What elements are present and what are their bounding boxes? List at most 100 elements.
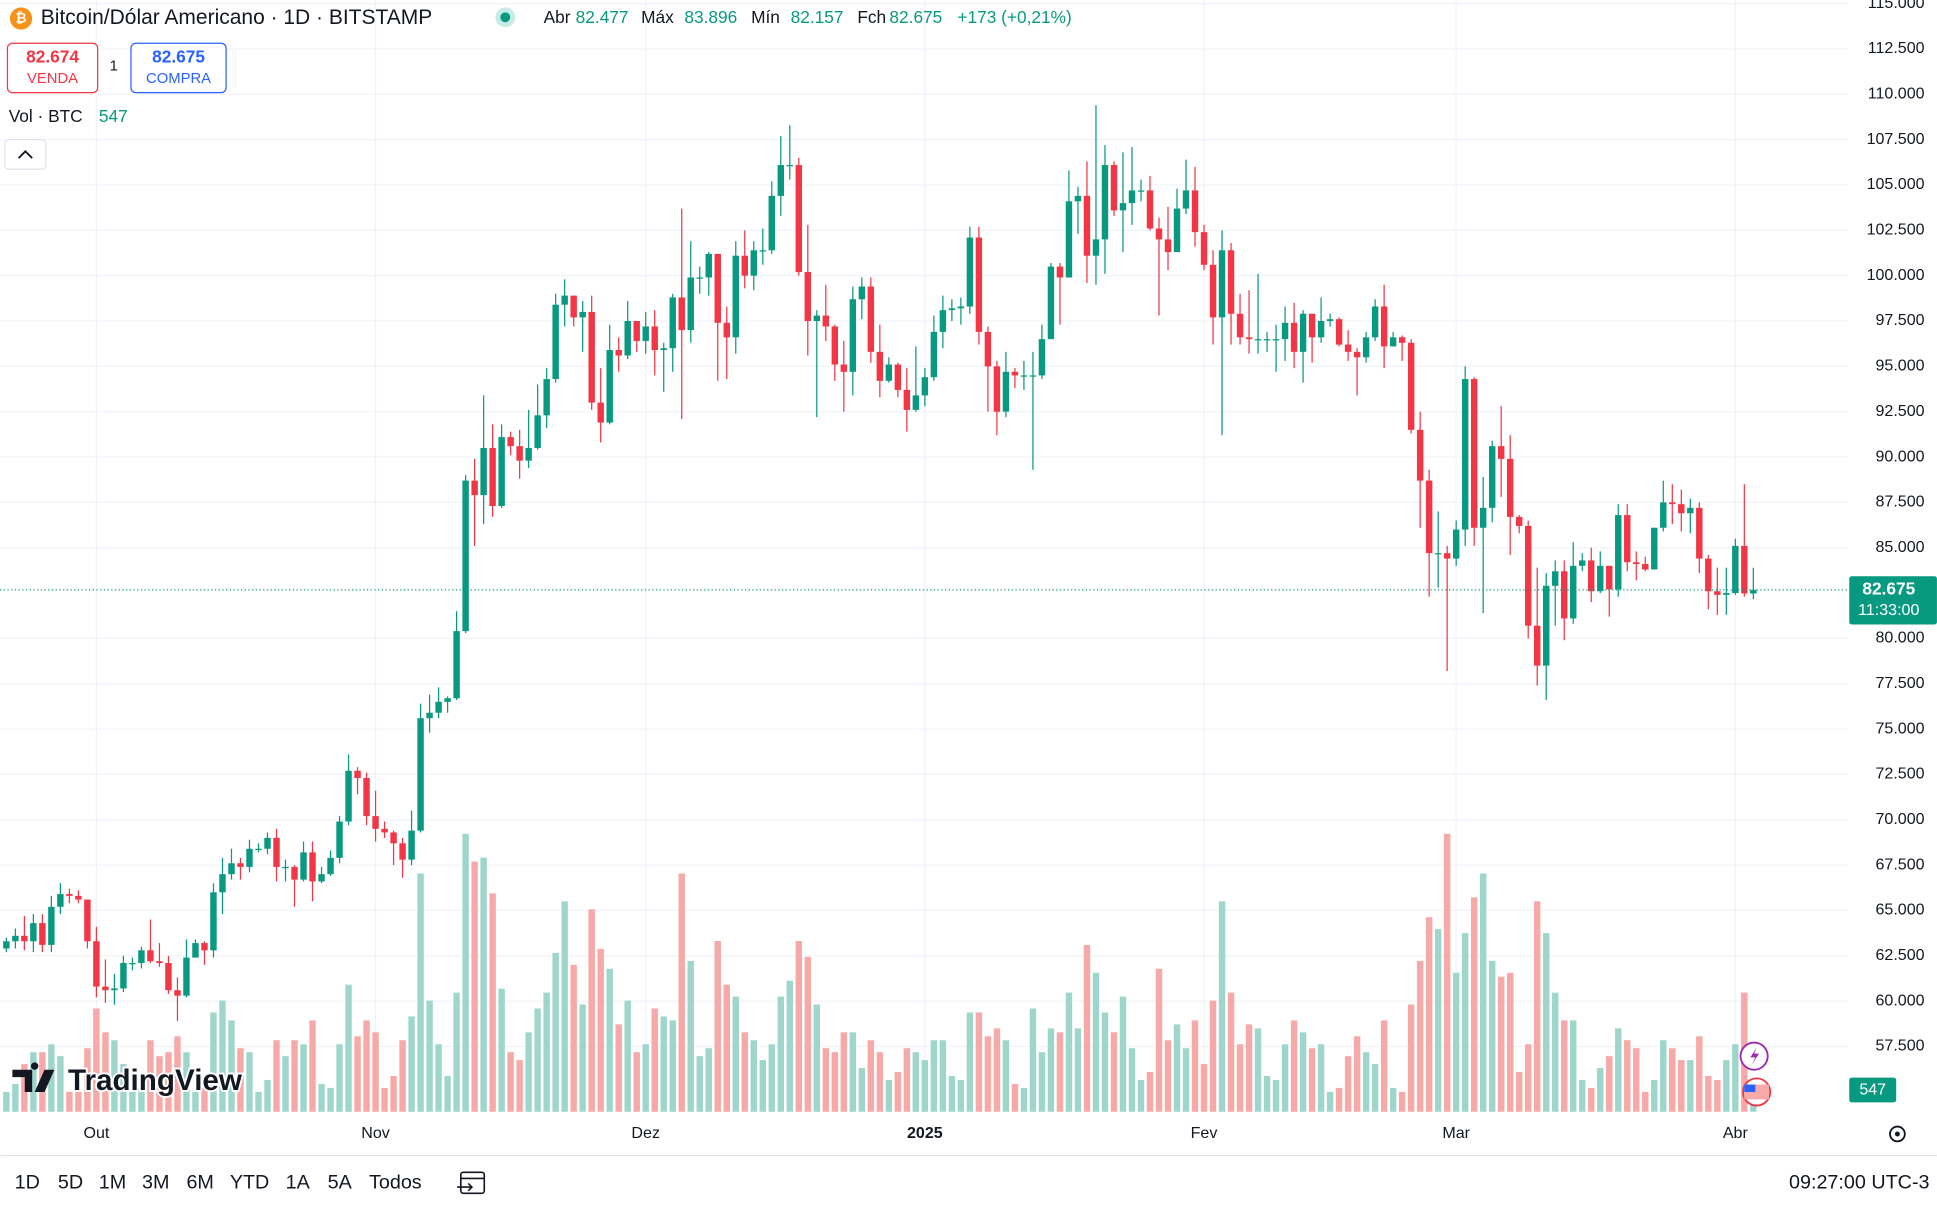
price-tag-price: 82.675 bbox=[1862, 578, 1915, 598]
volume-bar bbox=[642, 1044, 649, 1112]
x-tick-label: Nov bbox=[361, 1124, 390, 1142]
range-button[interactable]: 6M bbox=[186, 1172, 213, 1194]
volume-bar bbox=[417, 873, 424, 1112]
volume-bar bbox=[1101, 1012, 1109, 1112]
buy-price: 82.675 bbox=[152, 47, 205, 67]
candle-body bbox=[165, 963, 172, 991]
buy-button[interactable] bbox=[130, 42, 227, 94]
volume-bar bbox=[1074, 1028, 1082, 1112]
candle-body bbox=[1606, 565, 1613, 590]
range-button[interactable]: Todos bbox=[369, 1172, 422, 1194]
volume-bar bbox=[624, 1000, 631, 1112]
y-tick-label: 67.500 bbox=[1876, 855, 1925, 873]
candle-body bbox=[894, 364, 902, 390]
candle-body bbox=[1398, 337, 1406, 343]
candle-body bbox=[777, 165, 785, 196]
candle-body bbox=[642, 326, 649, 341]
symbol-icon-glyph: ₿ bbox=[16, 11, 27, 26]
y-tick-label: 87.500 bbox=[1876, 493, 1925, 511]
volume-bar bbox=[129, 1091, 136, 1112]
symbol-title[interactable]: Bitcoin/Dólar Americano · 1D · BITSTAMP bbox=[41, 6, 432, 29]
volume-bar bbox=[3, 1091, 10, 1112]
volume-bar bbox=[1353, 1036, 1361, 1112]
volume-bar bbox=[1155, 968, 1163, 1112]
volume-bar bbox=[633, 1052, 640, 1112]
volume-bar bbox=[1434, 929, 1442, 1112]
y-tick-label: 105.000 bbox=[1867, 175, 1925, 193]
volume-bar bbox=[759, 1060, 766, 1112]
candle-body bbox=[1570, 565, 1577, 619]
candle-body bbox=[1633, 562, 1640, 565]
candle-body bbox=[345, 770, 352, 822]
candle-body bbox=[435, 701, 442, 713]
candle-body bbox=[1119, 203, 1127, 211]
candle-body bbox=[984, 331, 992, 367]
volume-bar bbox=[1308, 1048, 1316, 1112]
range-button[interactable]: 5A bbox=[328, 1172, 353, 1194]
volume-bar bbox=[984, 1036, 992, 1112]
candle-body bbox=[1002, 371, 1010, 412]
y-tick-label: 107.500 bbox=[1867, 130, 1925, 148]
candle-body bbox=[39, 923, 46, 945]
candle-body bbox=[1101, 165, 1109, 240]
y-tick-label: 95.000 bbox=[1876, 357, 1925, 375]
candle-body bbox=[1651, 527, 1658, 570]
volume-bar bbox=[1272, 1079, 1280, 1112]
candle-body bbox=[264, 837, 271, 849]
date-range-icon[interactable] bbox=[457, 1171, 486, 1195]
candle-body bbox=[1209, 264, 1217, 318]
candle-body bbox=[219, 874, 226, 893]
candle-body bbox=[696, 277, 703, 279]
candle-body bbox=[678, 297, 685, 331]
volume-bar bbox=[1669, 1048, 1676, 1112]
candle-body bbox=[147, 950, 154, 962]
volume-pane bbox=[3, 833, 1757, 1112]
volume-bar bbox=[1380, 1020, 1388, 1112]
candle-body bbox=[363, 778, 370, 817]
volume-bar bbox=[1200, 1064, 1208, 1112]
candle-body bbox=[1524, 525, 1532, 626]
candle-body bbox=[876, 351, 884, 381]
volume-bar bbox=[1290, 1020, 1298, 1112]
candle-body bbox=[786, 165, 794, 167]
candle-body bbox=[282, 866, 289, 869]
volume-bar bbox=[1687, 1060, 1694, 1112]
grid bbox=[0, 0, 1849, 1112]
candle-body bbox=[1561, 571, 1568, 619]
volume-bar bbox=[795, 941, 803, 1112]
range-button[interactable]: 3M bbox=[142, 1172, 169, 1194]
candle-body bbox=[534, 415, 541, 448]
candle-body bbox=[1110, 165, 1118, 211]
volume-bar bbox=[273, 1040, 280, 1112]
collapse-button[interactable] bbox=[4, 138, 47, 170]
volume-bar bbox=[1624, 1040, 1631, 1112]
range-button[interactable]: YTD bbox=[230, 1172, 270, 1194]
volume-bar bbox=[1191, 1020, 1199, 1112]
settings-icon[interactable] bbox=[1889, 1125, 1906, 1143]
candle-body bbox=[120, 963, 127, 989]
volume-bar bbox=[768, 1044, 775, 1112]
y-tick-label: 92.500 bbox=[1876, 402, 1925, 420]
candle-body bbox=[1317, 321, 1325, 338]
candle-body bbox=[327, 857, 334, 875]
range-button[interactable]: 1A bbox=[286, 1172, 311, 1194]
range-button[interactable]: 5D bbox=[58, 1172, 83, 1194]
sell-button[interactable] bbox=[6, 42, 99, 94]
volume-bar bbox=[1452, 972, 1460, 1112]
candle-body bbox=[858, 286, 866, 300]
candle-body bbox=[102, 986, 109, 991]
y-tick-label: 97.500 bbox=[1876, 311, 1925, 329]
candle-body bbox=[390, 832, 397, 844]
volume-bar bbox=[156, 1056, 163, 1112]
range-button[interactable]: 1D bbox=[15, 1172, 40, 1194]
calendar-icon-arrow bbox=[457, 1182, 474, 1192]
candle-body bbox=[12, 935, 19, 942]
volume-tag bbox=[1849, 1077, 1897, 1103]
candle-body bbox=[1696, 507, 1703, 559]
candle-body bbox=[1723, 593, 1730, 595]
candle-body bbox=[840, 364, 848, 372]
range-button[interactable]: 1M bbox=[99, 1172, 126, 1194]
volume-bar bbox=[300, 1044, 307, 1112]
volume-bar bbox=[939, 1040, 947, 1112]
candle-body bbox=[687, 277, 694, 331]
